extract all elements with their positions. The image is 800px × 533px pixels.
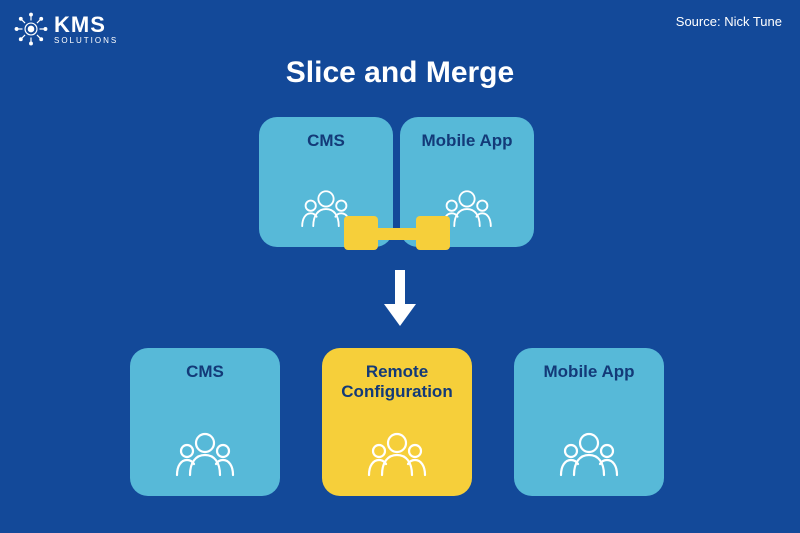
box-label: CMS [307,131,345,151]
logo-main: KMS [54,14,118,36]
people-icon [557,429,621,482]
diagram-canvas: KMS SOLUTIONS Source: Nick Tune Slice an… [0,0,800,533]
connector-bar [375,228,419,240]
connector-tab-left [344,216,378,250]
box-label: CMS [186,362,224,382]
logo: KMS SOLUTIONS [14,12,118,46]
logo-icon [14,12,48,46]
box-label: Remote Configuration [337,362,457,401]
source-attribution: Source: Nick Tune [676,14,782,29]
box-label: Mobile App [544,362,635,382]
bottom-box-mobile-app: Mobile App [514,348,664,496]
arrow-down-icon [380,270,420,331]
bottom-box-cms: CMS [130,348,280,496]
logo-sub: SOLUTIONS [54,37,118,45]
people-icon [173,429,237,482]
box-label: Mobile App [422,131,513,151]
people-icon [365,429,429,482]
bottom-box-remote-config: Remote Configuration [322,348,472,496]
logo-text: KMS SOLUTIONS [54,14,118,45]
connector-tab-right [416,216,450,250]
page-title: Slice and Merge [0,56,800,90]
